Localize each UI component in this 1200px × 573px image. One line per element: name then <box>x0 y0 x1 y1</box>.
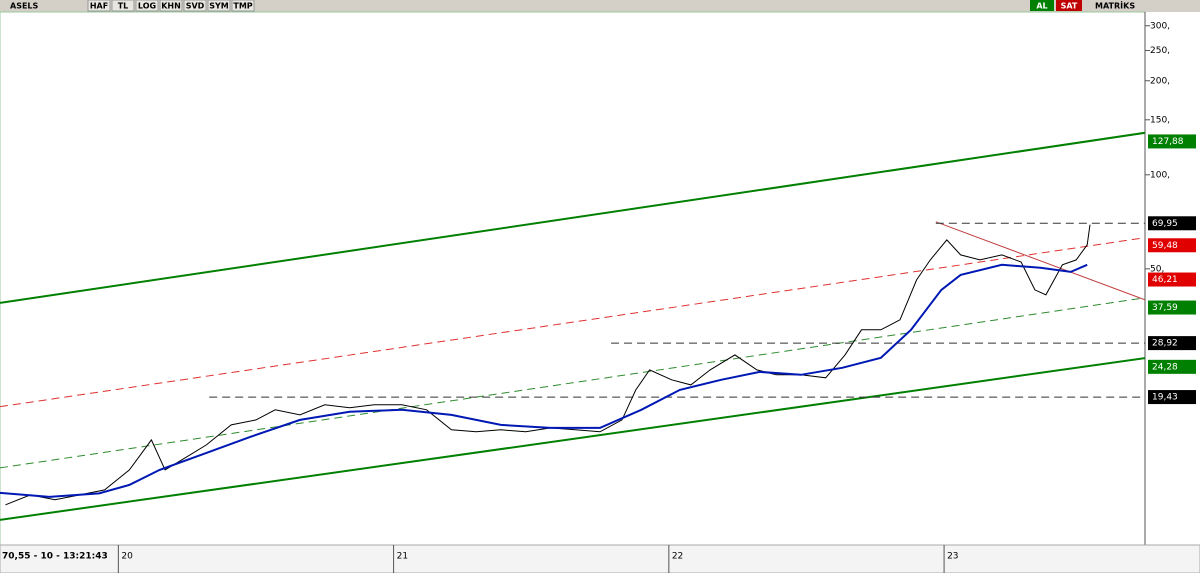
toolbar-button-label[interactable]: TL <box>118 2 129 11</box>
status-text: 70,55 - 10 - 13:21:43 <box>2 552 108 562</box>
toolbar-button[interactable] <box>207 0 231 12</box>
price-label-box <box>1148 272 1196 287</box>
buy-label[interactable]: AL <box>1036 2 1047 11</box>
toolbar-button-label[interactable]: TMP <box>233 2 252 11</box>
toolbar-button-label[interactable]: SYM <box>209 2 229 11</box>
price-line <box>0 263 1088 498</box>
price-label-box <box>1148 390 1196 405</box>
toolbar-button-label[interactable]: LOG <box>138 2 156 11</box>
trendline <box>0 357 1146 521</box>
price-label: 69,95 <box>1152 219 1178 229</box>
toolbar <box>0 0 1200 12</box>
x-tick-label: 22 <box>672 552 683 562</box>
price-label: 46,21 <box>1152 275 1178 285</box>
price-label-box <box>1148 336 1196 351</box>
price-label-box <box>1148 300 1196 315</box>
trendline <box>0 297 1146 469</box>
trendline <box>0 237 1146 408</box>
brand: MATRİKS <box>1095 1 1135 11</box>
y-tick-label: 250, <box>1150 46 1170 56</box>
x-tick-label: 23 <box>947 552 958 562</box>
plot-area <box>0 11 1146 546</box>
toolbar-button[interactable] <box>183 0 207 12</box>
time-axis <box>0 544 1200 573</box>
x-tick-label: 21 <box>397 552 408 562</box>
x-tick-label: 20 <box>121 552 133 562</box>
price-label-box <box>1148 238 1196 253</box>
price-line <box>5 224 1091 506</box>
y-tick-label: 200, <box>1150 76 1170 86</box>
toolbar-button-label[interactable]: SVD <box>186 2 205 11</box>
price-label: 37,59 <box>1152 303 1178 313</box>
price-label-box <box>1148 216 1196 231</box>
sell-button[interactable] <box>1056 0 1082 11</box>
price-label: 28,92 <box>1152 339 1178 349</box>
price-label: 127,88 <box>1152 137 1184 147</box>
y-tick-label: 300, <box>1150 21 1170 31</box>
price-label: 24,28 <box>1152 362 1178 372</box>
trendline <box>935 221 1146 301</box>
toolbar-button[interactable] <box>231 0 255 12</box>
toolbar-button[interactable] <box>159 0 183 12</box>
sell-label[interactable]: SAT <box>1061 2 1078 11</box>
y-tick-label: 150, <box>1150 115 1170 125</box>
buy-button[interactable] <box>1030 0 1054 11</box>
price-label: 19,43 <box>1152 393 1178 403</box>
toolbar-button[interactable] <box>87 0 111 12</box>
price-label-box <box>1148 134 1196 149</box>
y-tick-label: 100, <box>1150 170 1170 180</box>
price-label: 59,48 <box>1152 241 1178 251</box>
price-label-box <box>1148 359 1196 374</box>
toolbar-button[interactable] <box>111 0 135 12</box>
toolbar-button-label[interactable]: KHN <box>161 2 181 11</box>
trendline <box>0 131 1146 304</box>
y-tick-label: 50, <box>1150 264 1164 274</box>
toolbar-button-label[interactable]: HAF <box>90 2 108 11</box>
toolbar-button[interactable] <box>135 0 159 12</box>
symbol[interactable]: ASELS <box>10 2 39 11</box>
